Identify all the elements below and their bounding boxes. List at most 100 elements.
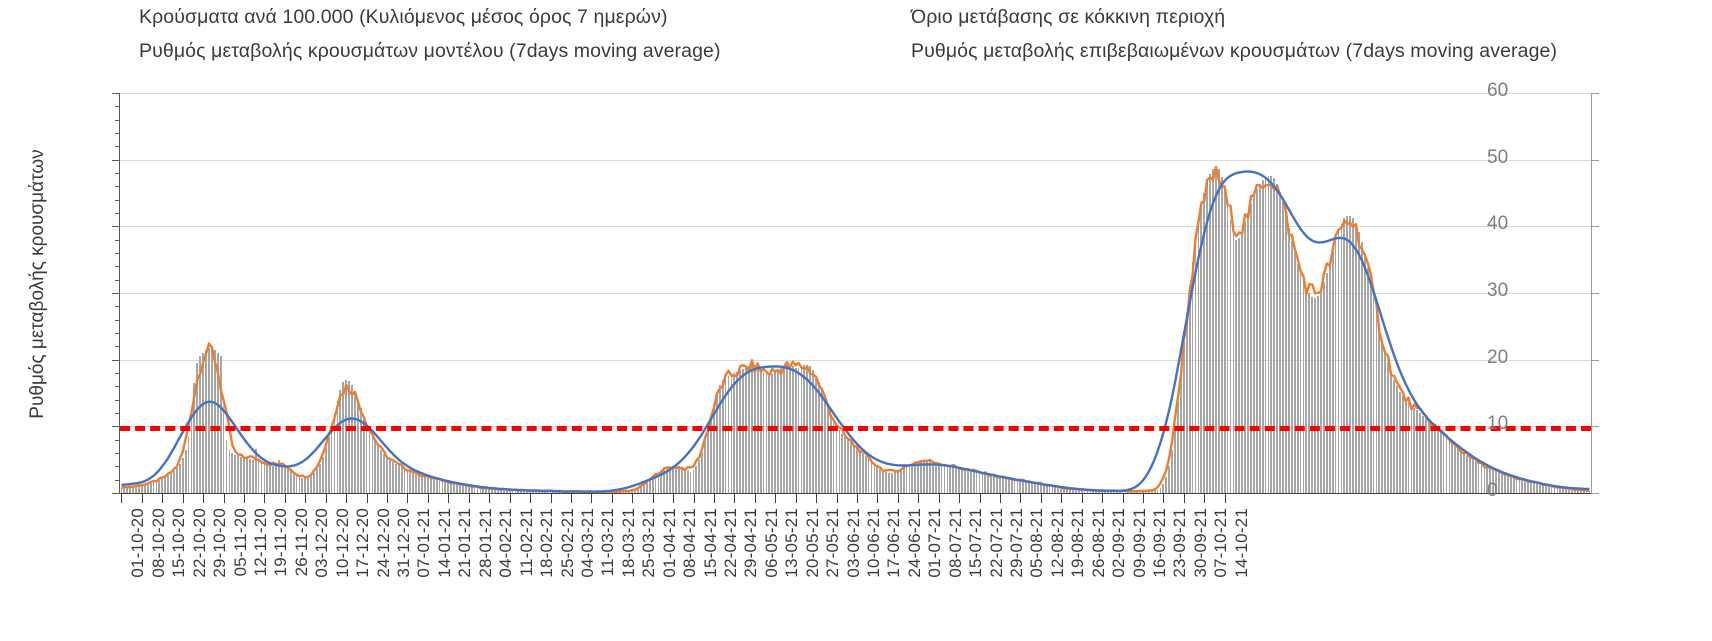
bar <box>1147 491 1150 493</box>
bar <box>1235 239 1238 493</box>
bar <box>1495 471 1497 493</box>
bar <box>733 373 736 493</box>
bar <box>876 466 879 493</box>
x-axis-tick <box>754 494 756 503</box>
bar <box>1019 480 1022 493</box>
bar <box>1366 267 1369 493</box>
bar <box>278 459 280 493</box>
bar <box>1036 483 1039 493</box>
x-axis-tick <box>448 494 450 503</box>
bar <box>330 425 333 493</box>
bar <box>689 471 692 493</box>
bar <box>476 487 479 493</box>
bar <box>1419 413 1422 493</box>
legend-item-confirmed-rate[interactable]: Ρυθμός μεταβολής επιβεβαιωμένων κρουσμάτ… <box>860 40 1557 63</box>
bar <box>1072 489 1074 493</box>
bar <box>1457 447 1460 493</box>
bar <box>336 401 339 493</box>
bar <box>327 437 330 493</box>
bar <box>1527 481 1530 493</box>
bar <box>374 441 377 493</box>
x-axis-tick-label: 25-02-21 <box>557 508 577 578</box>
x-axis-tick <box>897 494 899 503</box>
bar <box>222 406 225 493</box>
bar <box>269 465 272 493</box>
bar <box>928 461 931 493</box>
bar <box>1442 434 1445 493</box>
bar <box>467 486 470 493</box>
bar <box>409 470 412 493</box>
bar <box>1171 450 1174 493</box>
bar <box>832 421 835 493</box>
bar <box>672 466 674 493</box>
bar <box>482 487 485 493</box>
x-axis-tick <box>407 494 409 503</box>
bar <box>1588 491 1591 493</box>
legend-item-model-rate[interactable]: Ρυθμός μεταβολής κρουσμάτων μοντέλου (7d… <box>88 40 721 63</box>
bar <box>1477 463 1480 493</box>
bottom-axis-line <box>119 492 1592 494</box>
bar <box>996 476 998 493</box>
x-axis-tick-label: 14-10-21 <box>1231 508 1251 578</box>
bar <box>1200 206 1203 493</box>
bar <box>1086 490 1089 493</box>
bar <box>1585 491 1588 493</box>
bar <box>421 475 423 493</box>
bar <box>999 477 1001 493</box>
bar <box>499 489 502 493</box>
bar <box>1293 253 1296 493</box>
bar <box>1530 481 1533 493</box>
right-axis-tick-label: 50 <box>1487 146 1509 168</box>
bar <box>485 488 488 493</box>
bar <box>1252 195 1255 493</box>
legend-item-threshold[interactable]: Όριο μετάβασης σε κόκκινη περιοχή <box>860 6 1225 29</box>
bar <box>1206 182 1209 493</box>
x-axis-tick-label: 19-11-20 <box>271 508 291 577</box>
bar <box>260 462 263 493</box>
gridline <box>120 159 1591 161</box>
bar <box>324 447 327 493</box>
legend-item-cases-bars[interactable]: Κρούσματα ανά 100.000 (Κυλιόμενος μέσος … <box>88 6 668 29</box>
bar <box>1568 489 1570 493</box>
bar <box>208 347 210 493</box>
bar <box>190 416 193 493</box>
right-axis-tick-label: 60 <box>1487 80 1509 101</box>
bar <box>1445 437 1448 493</box>
bar <box>993 475 995 493</box>
bar <box>301 478 304 493</box>
bar <box>391 462 394 493</box>
bar <box>199 356 202 493</box>
bar <box>494 489 496 493</box>
bar <box>1250 203 1252 493</box>
left-tick <box>112 359 120 361</box>
legend-label-threshold: Όριο μετάβασης σε κόκκινη περιοχή <box>911 6 1226 28</box>
x-axis-tick-label: 19-08-21 <box>1068 508 1088 578</box>
bar <box>1468 457 1471 493</box>
x-axis-tick-label: 02-09-21 <box>1109 508 1129 578</box>
bar <box>272 466 275 493</box>
bar <box>1098 491 1101 493</box>
bar <box>1556 487 1559 493</box>
bar <box>1407 402 1410 493</box>
x-axis-tick <box>1224 494 1226 503</box>
bar <box>1226 203 1229 493</box>
bar <box>899 469 902 493</box>
bar <box>415 473 418 493</box>
bar <box>739 370 742 493</box>
bar <box>718 385 721 493</box>
x-axis-tick <box>652 494 654 503</box>
bar <box>1425 418 1427 493</box>
x-axis-tick-label: 25-03-21 <box>639 508 659 578</box>
bar <box>911 463 914 493</box>
bar <box>905 466 908 493</box>
bar <box>377 446 380 493</box>
bar <box>949 465 952 493</box>
x-axis-tick-label: 09-09-21 <box>1129 508 1149 578</box>
bar <box>1328 262 1331 493</box>
x-axis-tick <box>264 494 266 503</box>
bar <box>952 466 955 493</box>
bar <box>657 471 660 493</box>
bar <box>155 481 158 493</box>
x-axis: 01-10-20 08-10-20 15-10-20 22-10-20 29-10-20… <box>120 494 1591 641</box>
bar <box>978 472 981 493</box>
